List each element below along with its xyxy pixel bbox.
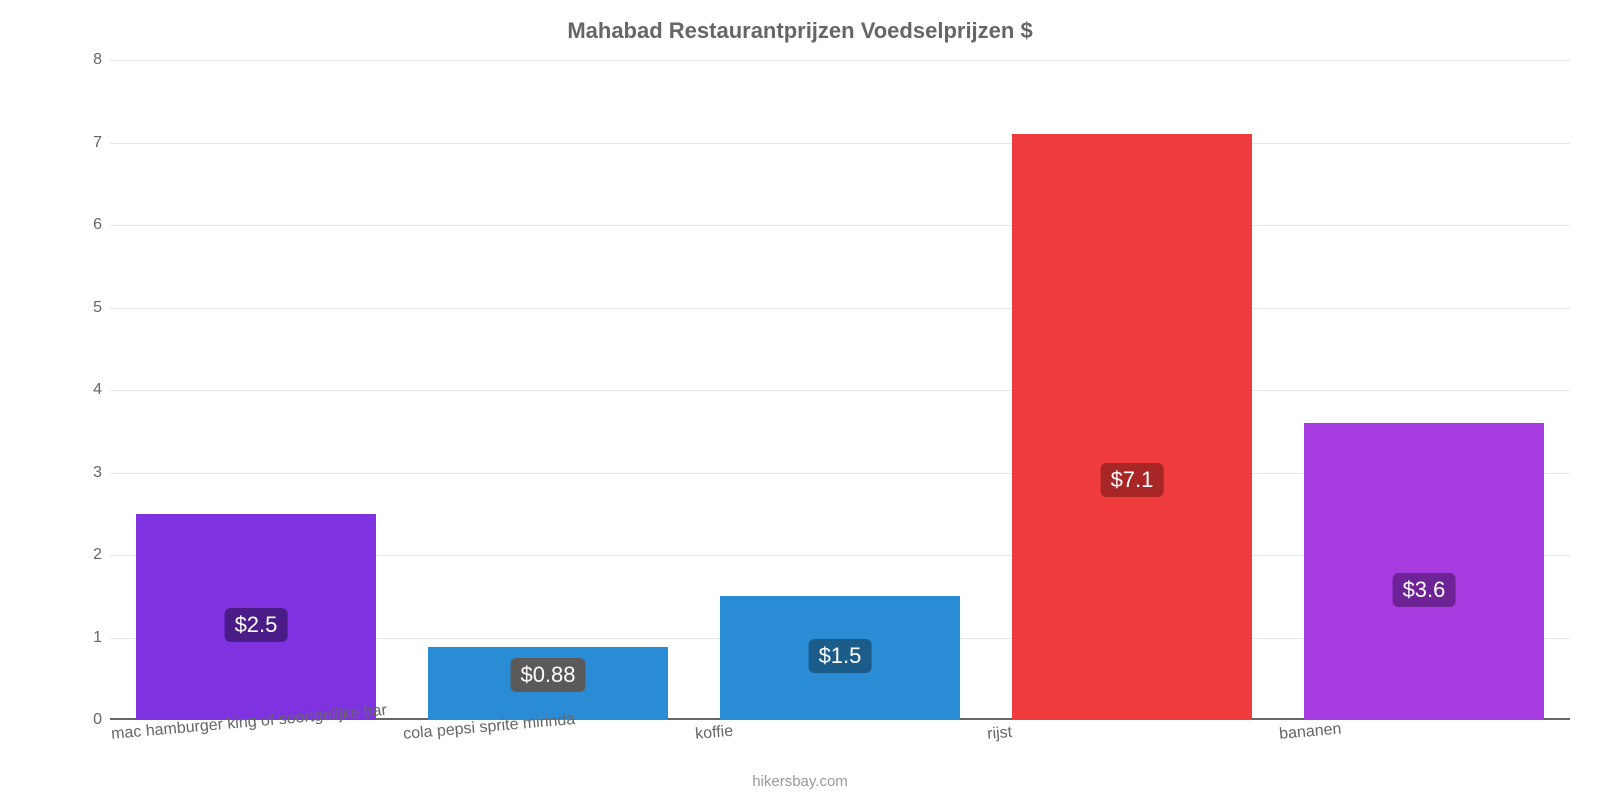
y-tick-label: 7 <box>70 134 110 152</box>
bar: $7.1 <box>1012 134 1251 720</box>
y-tick-label: 5 <box>70 299 110 317</box>
bar: $2.5 <box>136 514 375 720</box>
bar-value-badge: $0.88 <box>510 658 585 692</box>
y-tick-label: 6 <box>70 216 110 234</box>
bar: $0.88 <box>428 647 667 720</box>
y-tick-label: 1 <box>70 629 110 647</box>
y-tick-label: 4 <box>70 381 110 399</box>
y-tick-label: 0 <box>70 711 110 729</box>
footer-attribution: hikersbay.com <box>752 773 848 790</box>
bar-value-badge: $7.1 <box>1101 463 1164 497</box>
x-tick-label: rijst <box>987 724 1013 744</box>
y-tick-label: 3 <box>70 464 110 482</box>
bar-value-badge: $3.6 <box>1393 573 1456 607</box>
y-tick-label: 8 <box>70 51 110 69</box>
plot-area: $2.5$0.88$1.5$7.1$3.6 012345678mac hambu… <box>110 60 1570 720</box>
bar-value-badge: $2.5 <box>225 608 288 642</box>
y-tick-label: 2 <box>70 546 110 564</box>
chart-title: Mahabad Restaurantprijzen Voedselprijzen… <box>0 0 1600 44</box>
x-tick-label: koffie <box>695 723 734 744</box>
bar: $1.5 <box>720 596 959 720</box>
x-tick-label: bananen <box>1279 721 1343 744</box>
bar: $3.6 <box>1304 423 1543 720</box>
bar-value-badge: $1.5 <box>809 639 872 673</box>
bars-container: $2.5 $0.88 $1.5 $7.1 $3.6 <box>110 60 1570 720</box>
